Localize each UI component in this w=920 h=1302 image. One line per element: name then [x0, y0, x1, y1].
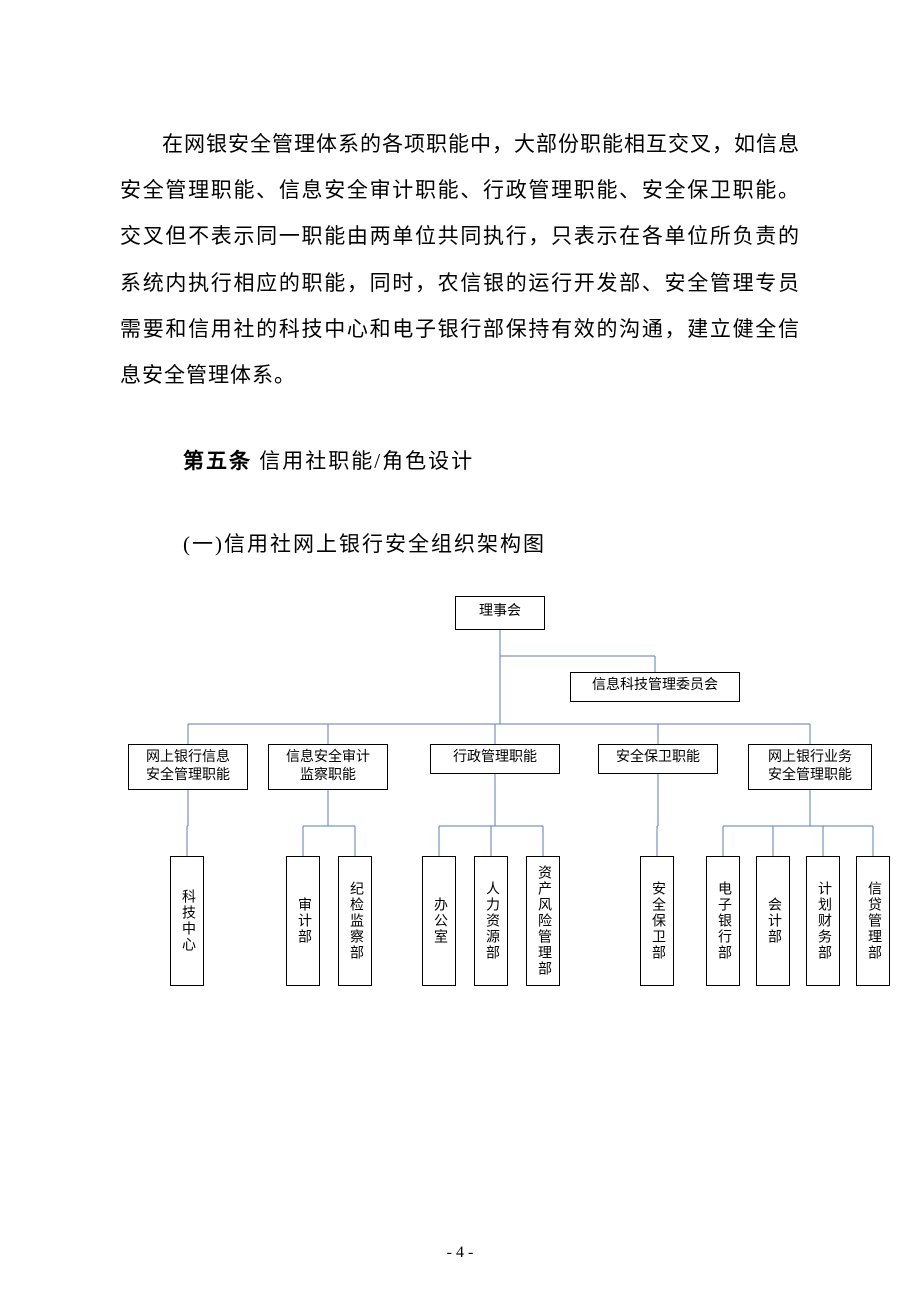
org-node-root: 理事会 [455, 596, 545, 630]
org-node-committee: 信息科技管理委员会 [570, 672, 740, 702]
sub-heading: (一)信用社网上银行安全组织架构图 [120, 521, 800, 567]
org-leaf-l8: 电子银行部 [706, 856, 740, 986]
org-leaf-l4: 办公室 [422, 856, 456, 986]
org-node-f5: 网上银行业务 安全管理职能 [748, 744, 872, 790]
document-page: 在网银安全管理体系的各项职能中，大部份职能相互交叉，如信息安全管理职能、信息安全… [0, 0, 920, 1302]
org-node-f3: 行政管理职能 [430, 744, 560, 774]
body-paragraph: 在网银安全管理体系的各项职能中，大部份职能相互交叉，如信息安全管理职能、信息安全… [120, 121, 800, 398]
org-leaf-l11: 信贷管理部 [856, 856, 890, 986]
article-heading: 第五条 信用社职能/角色设计 [120, 438, 800, 485]
org-leaf-l7: 安全保卫部 [640, 856, 674, 986]
article-number: 第五条 [183, 450, 252, 473]
org-leaf-l9: 会计部 [756, 856, 790, 986]
page-number: - 4 - [0, 1244, 920, 1262]
org-leaf-l6: 资产风险管理部 [526, 856, 560, 986]
org-node-f1: 网上银行信息 安全管理职能 [128, 744, 248, 790]
article-title-text: 信用社职能/角色设计 [252, 449, 474, 473]
org-chart: 理事会信息科技管理委员会网上银行信息 安全管理职能信息安全审计 监察职能 行政管理… [120, 596, 880, 1036]
org-node-f2: 信息安全审计 监察职能 [268, 744, 388, 790]
org-node-f4: 安全保卫职能 [598, 744, 718, 774]
org-leaf-l2: 审计部 [286, 856, 320, 986]
org-leaf-l5: 人力资源部 [474, 856, 508, 986]
org-leaf-l3: 纪检监察部 [338, 856, 372, 986]
org-leaf-l1: 科技中心 [170, 856, 204, 986]
org-leaf-l10: 计划财务部 [806, 856, 840, 986]
